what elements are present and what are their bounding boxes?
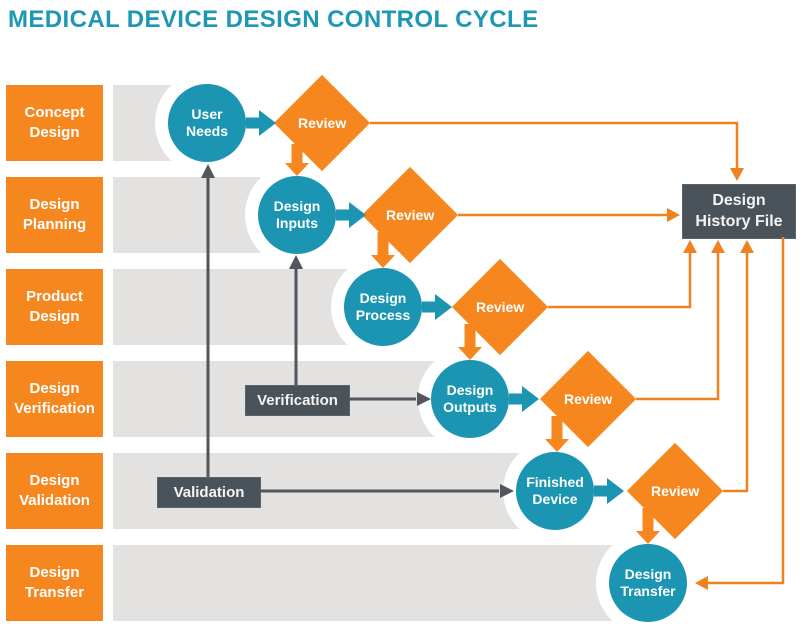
node-design-process: Design Process (344, 268, 422, 346)
arrow-finished-device-to-review-icon (594, 478, 624, 504)
arrow-dhf-to-design-transfer (695, 237, 785, 590)
arrow-design-outputs-to-review-icon (509, 386, 539, 412)
arrow-design-process-to-review-icon (422, 294, 452, 320)
review-diamond-3: Review (451, 258, 549, 356)
phase-concept-design: Concept Design (6, 85, 103, 161)
phase-design-planning: Design Planning (6, 177, 103, 253)
phase-design-verification: Design Verification (6, 361, 103, 437)
node-user-needs: User Needs (168, 84, 246, 162)
verification-box: Verification (245, 385, 350, 416)
swimlane-band-6 (113, 545, 678, 621)
arrow-review3-to-dhf (548, 240, 697, 309)
node-design-transfer: Design Transfer (609, 544, 687, 622)
review-diamond-1: Review (273, 74, 371, 172)
arrow-user-needs-to-review-icon (246, 110, 276, 136)
review-diamond-2: Review (361, 166, 459, 264)
review-diamond-4: Review (539, 350, 637, 448)
design-history-file-box: Design History File (682, 184, 796, 239)
node-design-inputs: Design Inputs (258, 176, 336, 254)
arrow-review4-to-dhf (636, 240, 725, 401)
node-design-outputs: Design Outputs (431, 360, 509, 438)
node-finished-device: Finished Device (516, 452, 594, 530)
phase-design-validation: Design Validation (6, 453, 103, 529)
phase-design-transfer: Design Transfer (6, 545, 103, 621)
validation-box: Validation (157, 477, 261, 508)
review-diamond-5: Review (626, 442, 724, 540)
phase-product-design: Product Design (6, 269, 103, 345)
arrow-review1-to-dhf (370, 121, 744, 181)
page-title: MEDICAL DEVICE DESIGN CONTROL CYCLE (8, 6, 539, 33)
arrow-review2-to-dhf (458, 208, 680, 222)
arrow-review5-to-dhf (723, 240, 754, 493)
